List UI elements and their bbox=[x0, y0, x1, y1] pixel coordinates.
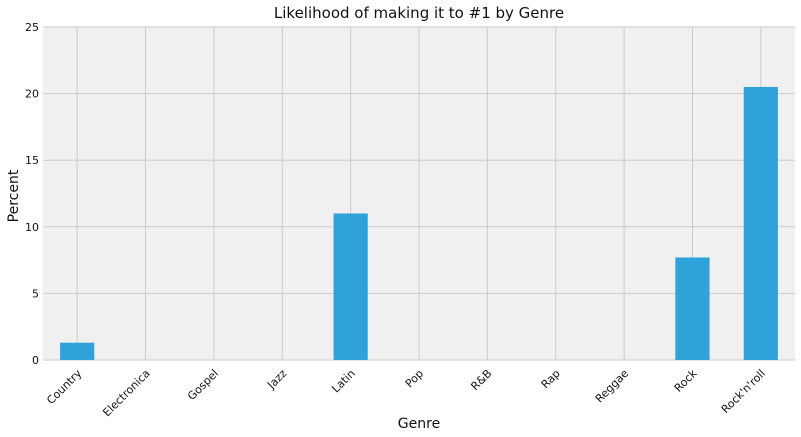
x-tick-label: Latin bbox=[329, 367, 357, 395]
bar bbox=[743, 86, 778, 360]
y-tick-label: 25 bbox=[25, 21, 39, 34]
bar bbox=[60, 342, 95, 360]
y-tick-label: 5 bbox=[32, 287, 39, 300]
x-tick-label: Gospel bbox=[185, 367, 221, 403]
x-tick-label: Pop bbox=[403, 367, 426, 390]
y-tick-label: 15 bbox=[25, 154, 39, 167]
bar bbox=[333, 213, 368, 360]
x-tick-label: Country bbox=[44, 367, 84, 407]
y-tick-label: 20 bbox=[25, 88, 39, 101]
y-axis-ticks: 0 5 10 15 20 25 bbox=[25, 21, 39, 367]
x-tick-label: Jazz bbox=[264, 367, 289, 392]
x-tick-label: Rock bbox=[672, 366, 700, 394]
bars bbox=[60, 86, 778, 360]
x-tick-label: Electronica bbox=[100, 367, 152, 419]
y-axis-label: Percent bbox=[6, 169, 22, 222]
x-tick-label: R&B bbox=[468, 367, 494, 393]
y-tick-label: 10 bbox=[25, 221, 39, 234]
x-axis-label: Genre bbox=[398, 416, 440, 432]
x-tick-label: Reggae bbox=[593, 367, 632, 406]
y-tick-label: 0 bbox=[32, 354, 39, 367]
chart-title: Likelihood of making it to #1 by Genre bbox=[274, 4, 564, 22]
x-tick-label: Rap bbox=[539, 367, 563, 391]
x-tick-label: Rock'n'roll bbox=[719, 367, 768, 416]
x-axis-ticks: Country Electronica Gospel Jazz Latin Pop R&B R… bbox=[44, 366, 768, 419]
bar bbox=[675, 257, 710, 360]
